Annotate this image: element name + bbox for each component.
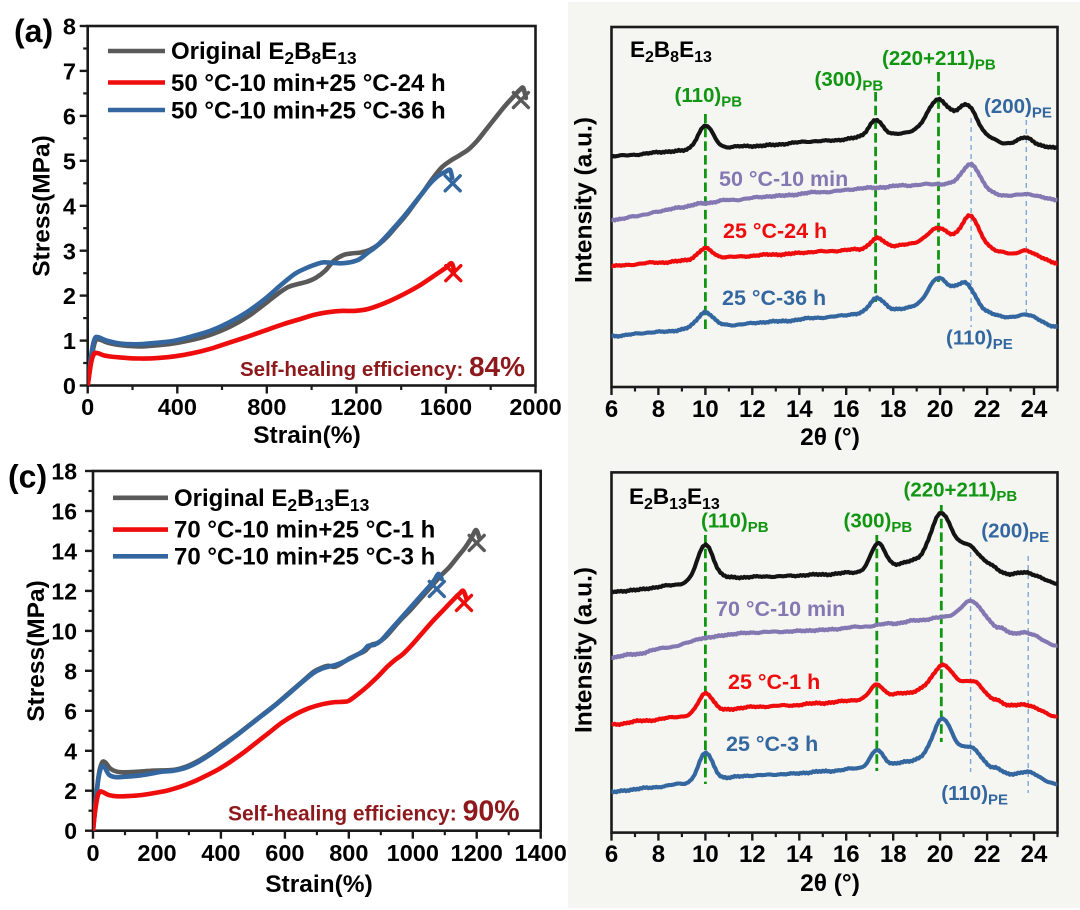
svg-text:(110)PB​: (110)PB​ (675, 84, 743, 111)
svg-text:2: 2 (64, 778, 77, 804)
svg-text:(220+211)PB​: (220+211)PB​ (904, 479, 1018, 506)
svg-text:8: 8 (652, 841, 665, 868)
svg-text:10: 10 (692, 396, 719, 423)
svg-text:1200: 1200 (330, 394, 382, 420)
svg-text:24: 24 (1021, 841, 1048, 868)
svg-text:20: 20 (927, 396, 954, 423)
svg-text:Stress(MPa): Stress(MPa) (29, 135, 56, 277)
svg-text:8: 8 (63, 14, 76, 40)
svg-text:3: 3 (63, 238, 76, 264)
svg-text:50 °C-10 min+25 °C-24 h: 50 °C-10 min+25 °C-24 h (171, 70, 446, 97)
svg-text:(c): (c) (8, 459, 47, 495)
svg-text:6: 6 (64, 698, 77, 724)
svg-text:1200: 1200 (451, 840, 503, 866)
svg-text:50 °C-10 min+25 °C-36 h: 50 °C-10 min+25 °C-36 h (171, 98, 446, 125)
svg-text:22: 22 (974, 396, 1001, 423)
svg-text:Strain(%): Strain(%) (265, 871, 373, 898)
svg-text:10: 10 (692, 841, 719, 868)
svg-text:16: 16 (833, 841, 860, 868)
svg-text:22: 22 (974, 841, 1001, 868)
svg-text:600: 600 (265, 840, 304, 866)
svg-text:0: 0 (86, 840, 99, 866)
svg-text:2: 2 (63, 283, 76, 309)
svg-text:12: 12 (739, 841, 766, 868)
svg-text:14: 14 (51, 538, 77, 564)
svg-text:200: 200 (137, 840, 176, 866)
svg-text:6: 6 (605, 841, 618, 868)
svg-text:10: 10 (51, 618, 77, 644)
svg-text:1600: 1600 (420, 394, 472, 420)
svg-text:16: 16 (833, 396, 860, 423)
svg-text:4: 4 (64, 738, 77, 764)
svg-text:2θ (°): 2θ (°) (800, 870, 860, 897)
svg-text:E2​B13​E13​: E2​B13​E13​ (629, 484, 720, 513)
svg-text:1: 1 (63, 328, 76, 354)
svg-text:0: 0 (63, 373, 76, 399)
svg-text:2θ (°): 2θ (°) (800, 424, 860, 451)
svg-text:1000: 1000 (387, 840, 439, 866)
svg-text:7: 7 (63, 59, 76, 85)
svg-text:0: 0 (81, 394, 94, 420)
svg-text:6: 6 (63, 104, 76, 130)
svg-text:8: 8 (64, 658, 77, 684)
svg-text:8: 8 (652, 396, 665, 423)
svg-text:(a): (a) (14, 13, 53, 49)
svg-text:(300)PB​: (300)PB​ (844, 510, 913, 537)
svg-text:2000: 2000 (509, 394, 561, 420)
svg-text:70 °C-10 min+25 °C-3 h: 70 °C-10 min+25 °C-3 h (174, 544, 435, 571)
svg-text:(200)PE​: (200)PE​ (984, 95, 1052, 122)
svg-text:6: 6 (605, 396, 618, 423)
svg-text:Strain(%): Strain(%) (253, 422, 361, 449)
svg-text:Intensity (a.u.): Intensity (a.u.) (571, 567, 598, 733)
svg-text:Stress(MPa): Stress(MPa) (23, 580, 50, 722)
svg-text:24: 24 (1021, 396, 1048, 423)
svg-text:1400: 1400 (515, 840, 567, 866)
svg-text:50 °C-10 min: 50 °C-10 min (719, 167, 848, 191)
svg-text:(110)PE​: (110)PE​ (946, 327, 1013, 354)
svg-text:14: 14 (786, 396, 813, 423)
svg-text:E2​B8​E13​: E2​B8​E13​ (630, 37, 712, 66)
svg-text:18: 18 (51, 459, 77, 485)
svg-text:25 °C-36 h: 25 °C-36 h (722, 286, 826, 310)
svg-text:0: 0 (64, 818, 77, 844)
svg-text:4: 4 (63, 193, 76, 219)
svg-text:14: 14 (786, 841, 813, 868)
svg-text:(200)PE​: (200)PE​ (981, 520, 1049, 547)
svg-text:Intensity (a.u.): Intensity (a.u.) (571, 117, 598, 283)
svg-text:(110)PE​: (110)PE​ (941, 782, 1008, 809)
svg-text:Original E2​B8​E13​: Original E2​B8​E13​ (171, 38, 357, 68)
svg-text:20: 20 (927, 841, 954, 868)
svg-text:25 °C-1 h: 25 °C-1 h (728, 670, 820, 694)
svg-text:25 °C-24 h: 25 °C-24 h (723, 219, 827, 243)
svg-text:18: 18 (880, 396, 907, 423)
svg-text:12: 12 (51, 578, 77, 604)
svg-text:(220+211)PB​: (220+211)PB​ (882, 47, 996, 74)
svg-text:5: 5 (63, 148, 76, 174)
svg-text:16: 16 (51, 499, 77, 525)
svg-text:Original E2​B13​E13​: Original E2​B13​E13​ (174, 485, 370, 515)
svg-text:400: 400 (201, 840, 240, 866)
svg-text:12: 12 (739, 396, 766, 423)
svg-text:(110)PB​: (110)PB​ (701, 510, 769, 537)
svg-text:70 °C-10 min: 70 °C-10 min (716, 597, 845, 621)
svg-text:18: 18 (880, 841, 907, 868)
svg-text:400: 400 (158, 394, 197, 420)
svg-text:800: 800 (247, 394, 286, 420)
svg-text:800: 800 (329, 840, 368, 866)
svg-text:25 °C-3 h: 25 °C-3 h (726, 732, 818, 756)
svg-text:70 °C-10 min+25 °C-1 h: 70 °C-10 min+25 °C-1 h (174, 517, 435, 544)
svg-text:(300)PB​: (300)PB​ (815, 68, 884, 95)
